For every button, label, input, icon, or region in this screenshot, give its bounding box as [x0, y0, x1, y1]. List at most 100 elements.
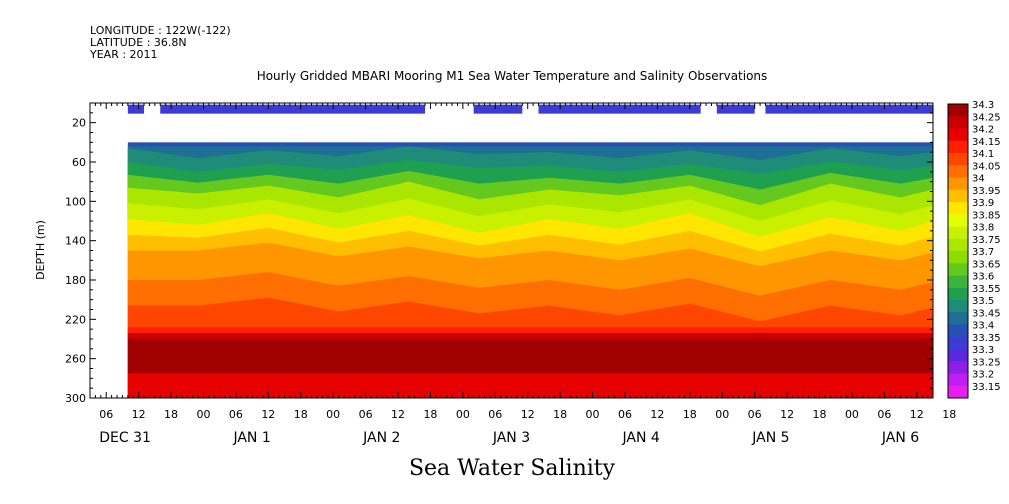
colorbar-label: 33.5: [972, 296, 994, 307]
x-tick-label: 12: [261, 408, 275, 421]
x-day-label: JAN 2: [362, 430, 400, 446]
x-tick-label: 06: [618, 408, 632, 421]
colorbar-swatch: [948, 214, 968, 227]
colorbar-label: 33.65: [972, 259, 1001, 270]
x-tick-label: 12: [521, 408, 535, 421]
colorbar-swatch: [948, 140, 968, 154]
colorbar-label: 34: [972, 174, 985, 185]
x-tick-label: 12: [650, 408, 664, 421]
surface-bar: [473, 104, 523, 114]
colorbar-label: 34.1: [972, 149, 994, 160]
salinity-core-edge: [127, 333, 933, 339]
x-tick-label: 00: [715, 408, 729, 421]
colorbar-swatch: [948, 361, 968, 374]
colorbar-swatch: [948, 177, 968, 191]
x-tick-label: 00: [586, 408, 600, 421]
colorbar-swatch: [948, 275, 968, 289]
colorbar-swatch: [948, 165, 968, 178]
x-tick-label: 00: [196, 408, 210, 421]
colorbar-label: 33.9: [972, 198, 994, 209]
colorbar-swatch: [948, 385, 968, 399]
year-label: YEAR : 2011: [89, 48, 158, 61]
colorbar-label: 34.3: [972, 100, 994, 111]
colorbar-label: 33.4: [972, 321, 994, 332]
x-day-label: JAN 3: [492, 430, 530, 446]
chart-title: Hourly Gridded MBARI Mooring M1 Sea Wate…: [257, 69, 768, 83]
x-tick-label: 18: [294, 408, 308, 421]
colorbar-label: 33.3: [972, 345, 994, 356]
colorbar-swatch: [948, 349, 968, 362]
x-day-label: JAN 5: [751, 430, 789, 446]
surface-bar: [127, 104, 145, 114]
colorbar-frame: [947, 103, 969, 399]
latitude-label: LATITUDE : 36.8N: [90, 36, 187, 49]
x-tick-label: 06: [488, 408, 502, 421]
y-tick-label: 100: [65, 195, 86, 208]
salinity-deep: [127, 373, 933, 398]
x-day-label: JAN 1: [232, 430, 270, 446]
x-tick-label: 18: [813, 408, 827, 421]
colorbar-swatch: [948, 116, 968, 129]
colorbar-swatch: [948, 189, 968, 203]
colorbar-swatch: [948, 238, 968, 252]
surface-bar: [160, 104, 426, 114]
x-tick-label: 00: [326, 408, 340, 421]
x-tick-label: 06: [877, 408, 891, 421]
salinity-core-max: [127, 339, 933, 374]
x-day-label: JAN 4: [622, 430, 660, 446]
colorbar-label: 34.25: [972, 112, 1001, 123]
surface-depth-bars: [127, 104, 933, 114]
colorbar-swatch: [948, 300, 968, 313]
colorbar-swatch: [948, 128, 968, 142]
colorbar-swatch: [948, 312, 968, 325]
axes: 06 12 18 00 06 12 18 00 06 12 18 00 06 12 18 00 06 12 18 00…: [65, 102, 956, 446]
colorbar-swatch: [948, 373, 968, 387]
y-tick-label: 140: [65, 235, 86, 248]
colorbar-label: 33.2: [972, 370, 994, 381]
colorbar-swatch: [948, 336, 968, 350]
x-tick-label: 06: [229, 408, 243, 421]
x-tick-label: 12: [132, 408, 146, 421]
y-axis-label: DEPTH (m): [34, 220, 47, 280]
y-tick-label: 20: [72, 117, 86, 130]
x-tick-label: 12: [910, 408, 924, 421]
chart-caption: Sea Water Salinity: [409, 456, 616, 481]
x-tick-label: 18: [553, 408, 567, 421]
colorbar-label: 33.85: [972, 210, 1001, 221]
y-tick-label: 300: [65, 392, 86, 405]
surface-bar: [538, 104, 701, 114]
longitude-label: LONGITUDE : 122W(-122): [90, 24, 231, 37]
colorbar-swatch: [948, 324, 968, 338]
colorbar-swatch: [948, 104, 968, 117]
colorbar-label: 33.6: [972, 272, 994, 283]
y-tick-label: 180: [65, 274, 86, 287]
colorbar: 34.334.2534.234.1534.134.053433.9533.933…: [947, 100, 1001, 399]
x-day-label: DEC 31: [99, 430, 151, 446]
x-tick-label: 06: [748, 408, 762, 421]
colorbar-label: 33.45: [972, 308, 1001, 319]
colorbar-label: 33.55: [972, 284, 1001, 295]
x-tick-label: 12: [780, 408, 794, 421]
colorbar-label: 34.05: [972, 161, 1001, 172]
salinity-field: [127, 142, 933, 398]
colorbar-label: 34.2: [972, 125, 994, 136]
colorbar-swatch: [948, 153, 968, 166]
colorbar-swatch: [948, 226, 968, 240]
colorbar-swatch: [948, 202, 968, 215]
colorbar-label: 33.15: [972, 382, 1001, 393]
colorbar-swatch: [948, 287, 968, 301]
colorbar-label: 33.75: [972, 235, 1001, 246]
colorbar-swatch: [948, 251, 968, 264]
colorbar-label: 33.95: [972, 186, 1001, 197]
colorbar-label: 33.35: [972, 333, 1001, 344]
x-tick-label: 00: [845, 408, 859, 421]
colorbar-label: 33.25: [972, 357, 1001, 368]
colorbar-label: 33.8: [972, 223, 994, 234]
x-tick-label: 00: [456, 408, 470, 421]
colorbar-label: 33.7: [972, 247, 994, 258]
colorbar-label: 34.15: [972, 137, 1001, 148]
x-tick-label: 06: [359, 408, 373, 421]
surface-bar: [765, 104, 933, 114]
colorbar-swatch: [948, 263, 968, 276]
